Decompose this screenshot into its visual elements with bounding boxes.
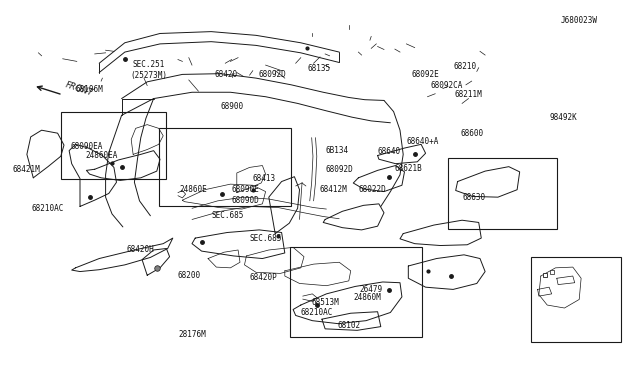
Text: 68092D: 68092D	[258, 70, 286, 79]
Bar	[448, 158, 557, 229]
Text: 68102: 68102	[337, 321, 360, 330]
Text: 68092CA: 68092CA	[431, 81, 463, 90]
Bar	[61, 112, 166, 179]
Text: SEC.685: SEC.685	[211, 211, 244, 220]
Text: 68513M: 68513M	[312, 298, 339, 307]
Text: J680023W: J680023W	[561, 16, 598, 25]
Bar	[531, 257, 621, 342]
Text: 68200: 68200	[177, 271, 200, 280]
Text: 68420P: 68420P	[250, 273, 277, 282]
Text: 68600: 68600	[461, 129, 484, 138]
Text: 24860E: 24860E	[179, 185, 207, 194]
Text: 68420H: 68420H	[127, 245, 155, 254]
Text: 68092D: 68092D	[325, 165, 353, 174]
Text: 68640+A: 68640+A	[406, 137, 439, 146]
Text: 68210AC: 68210AC	[32, 204, 65, 213]
Text: 68412M: 68412M	[320, 185, 348, 194]
Text: 68211M: 68211M	[454, 90, 482, 99]
Text: 68092E: 68092E	[412, 70, 439, 79]
Text: SEC.251
(25273M): SEC.251 (25273M)	[131, 60, 168, 80]
Text: 26479: 26479	[360, 285, 383, 294]
Text: 68621B: 68621B	[395, 164, 422, 173]
Bar	[290, 247, 422, 337]
Text: 68135: 68135	[307, 64, 330, 73]
Text: 68630: 68630	[463, 193, 486, 202]
Text: 24860M: 24860M	[354, 293, 381, 302]
Text: 68106M: 68106M	[76, 85, 103, 94]
Text: 68090D: 68090D	[232, 196, 259, 205]
Text: SEC.685: SEC.685	[250, 234, 282, 243]
Text: 68413: 68413	[253, 174, 276, 183]
Text: 68640: 68640	[378, 147, 401, 155]
Text: 98492K: 98492K	[549, 113, 577, 122]
Text: 68022D: 68022D	[358, 185, 386, 194]
Text: 68900: 68900	[221, 102, 244, 110]
Text: 6B134: 6B134	[325, 146, 348, 155]
Text: 28176M: 28176M	[178, 330, 206, 339]
Text: 68210: 68210	[454, 62, 477, 71]
Bar	[159, 128, 291, 206]
Text: 24860EA: 24860EA	[85, 151, 118, 160]
Text: FRONT: FRONT	[64, 81, 94, 98]
Text: 68420: 68420	[214, 70, 237, 79]
Text: 68090EA: 68090EA	[70, 142, 103, 151]
Text: 68090E: 68090E	[232, 185, 259, 194]
Text: 68210AC: 68210AC	[301, 308, 333, 317]
Text: 68421M: 68421M	[13, 165, 40, 174]
